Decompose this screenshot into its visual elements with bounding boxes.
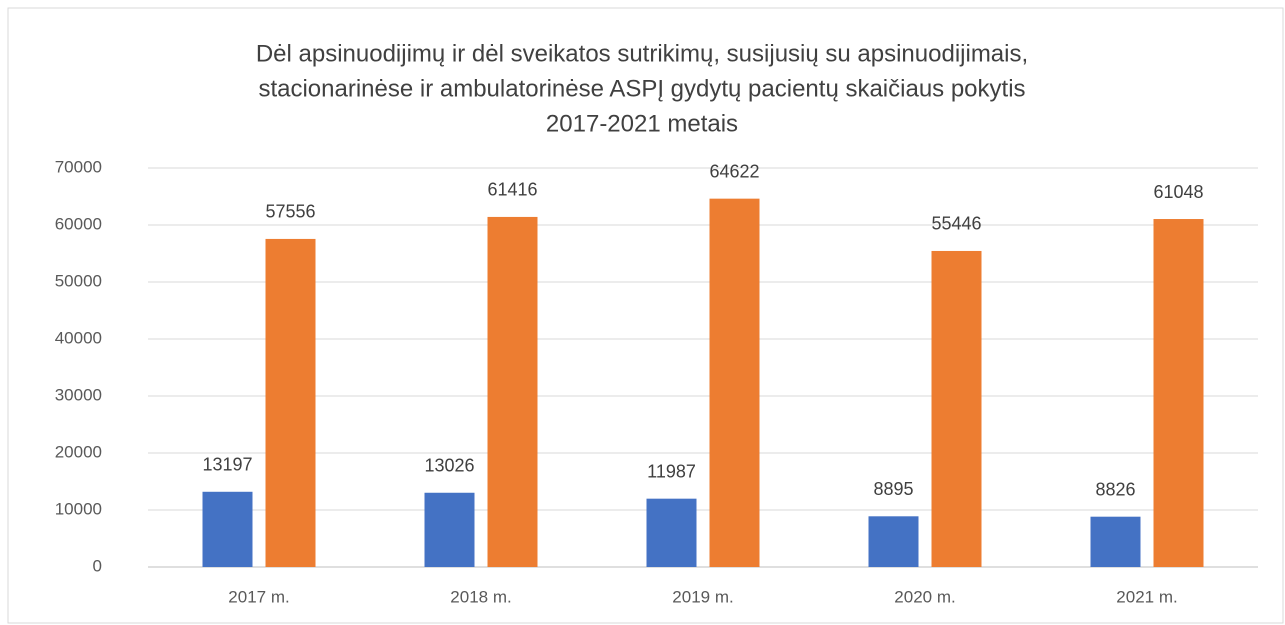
bar <box>709 198 760 567</box>
y-tick-label: 50000 <box>55 271 102 290</box>
bar <box>1090 516 1141 567</box>
data-label: 8826 <box>1095 479 1135 499</box>
y-tick-label: 20000 <box>55 442 102 461</box>
data-label: 55446 <box>931 214 981 234</box>
bar <box>931 250 982 567</box>
bar <box>202 491 253 567</box>
bar <box>1153 219 1204 567</box>
y-tick-label: 30000 <box>55 385 102 404</box>
bar <box>265 238 316 568</box>
y-tick-label: 60000 <box>55 214 102 233</box>
data-label: 8895 <box>873 479 913 499</box>
bar <box>424 492 475 567</box>
bar <box>868 516 919 567</box>
data-label: 13197 <box>202 455 252 475</box>
chart-title: 2017-2021 metais <box>546 110 738 137</box>
x-tick-label: 2021 m. <box>1116 587 1177 606</box>
data-label: 11987 <box>647 461 696 481</box>
x-tick-label: 2019 m. <box>672 587 733 606</box>
bar <box>487 216 538 567</box>
data-label: 64622 <box>709 161 759 181</box>
data-label: 13026 <box>424 456 474 476</box>
chart-title: stacionarinėse ir ambulatorinėse ASPĮ gy… <box>258 75 1025 102</box>
data-label: 61416 <box>487 180 537 200</box>
y-tick-label: 40000 <box>55 328 102 347</box>
x-tick-label: 2018 m. <box>450 587 511 606</box>
x-tick-label: 2017 m. <box>228 587 289 606</box>
chart-title: Dėl apsinuodijimų ir dėl sveikatos sutri… <box>256 40 1028 67</box>
data-label: 57556 <box>265 202 315 222</box>
y-tick-label: 10000 <box>55 499 102 518</box>
y-tick-label: 0 <box>93 556 102 575</box>
data-label: 61048 <box>1153 182 1203 202</box>
y-tick-label: 70000 <box>55 157 102 176</box>
bar <box>646 498 697 567</box>
x-tick-label: 2020 m. <box>894 587 955 606</box>
